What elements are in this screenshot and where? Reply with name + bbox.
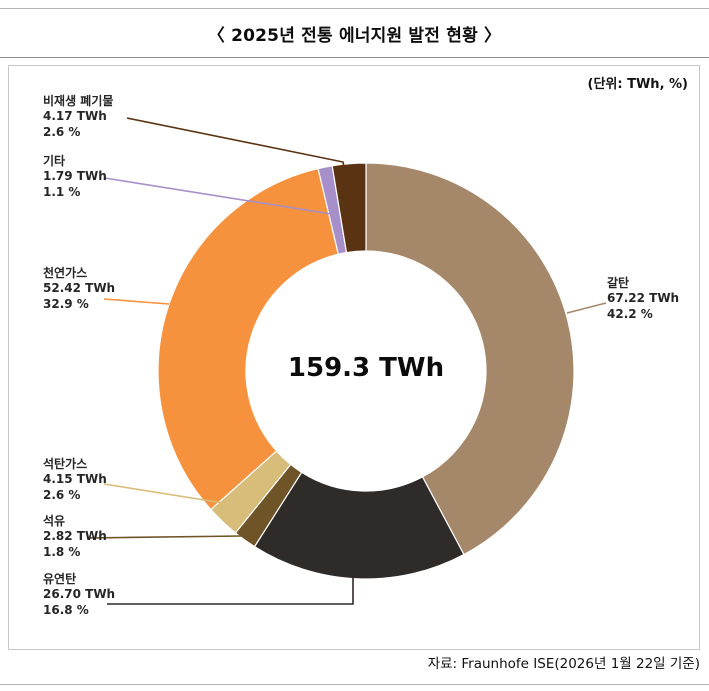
callout-percent: 2.6 % (43, 487, 81, 502)
leader-line-4 (103, 298, 170, 305)
callout-value: 4.17 TWh (43, 109, 107, 124)
callout-percent: 1.8 % (43, 544, 81, 559)
callout-oil: 석유 2.82 TWh 1.8 % (43, 514, 107, 560)
page-title: 〈 2025년 전통 에너지원 발전 현황 〉 (207, 25, 502, 46)
callout-name: 석유 (43, 514, 66, 528)
leader-line-0 (566, 302, 607, 314)
callout-nonrenewable-waste: 비재생 폐기물 4.17 TWh 2.6 % (43, 94, 113, 140)
callout-other: 기타 1.79 TWh 1.1 % (43, 154, 107, 200)
callout-name: 갈탄 (607, 276, 630, 290)
callout-name: 석탄가스 (43, 457, 88, 471)
chart-panel: (단위: TWh, %) 159.3 TWh 비재생 폐기물 4.17 TWh … (8, 65, 700, 650)
leader-line-1 (107, 564, 354, 605)
donut-chart (86, 117, 607, 605)
callout-coal-gas: 석탄가스 4.15 TWh 2.6 % (43, 457, 107, 503)
callout-value: 1.79 TWh (43, 169, 107, 184)
callout-natural-gas: 천연가스 52.42 TWh 32.9 % (43, 266, 115, 312)
donut-segment-0 (365, 162, 575, 556)
unit-label: (단위: TWh, %) (587, 77, 688, 92)
callout-percent: 1.1 % (43, 184, 81, 199)
callout-percent: 16.8 % (43, 602, 89, 617)
callout-value: 67.22 TWh (607, 291, 680, 306)
leader-line-5 (104, 177, 332, 215)
callout-percent: 32.9 % (43, 296, 89, 311)
bottom-divider (0, 684, 709, 685)
callout-name: 유연탄 (43, 572, 77, 586)
callout-name: 천연가스 (43, 266, 88, 280)
leader-line-2 (86, 535, 243, 539)
callout-bituminous-coal: 유연탄 26.70 TWh 16.8 % (43, 572, 115, 618)
callout-value: 26.70 TWh (43, 587, 116, 602)
callout-name: 기타 (43, 154, 66, 168)
callout-name: 비재생 폐기물 (43, 94, 114, 108)
title-band: 〈 2025년 전통 에너지원 발전 현황 〉 (0, 8, 709, 58)
callout-lignite: 갈탄 67.22 TWh 42.2 % (607, 276, 679, 322)
callout-value: 52.42 TWh (43, 281, 116, 296)
leader-line-6 (126, 117, 354, 215)
leader-line-3 (103, 483, 224, 504)
callout-percent: 2.6 % (43, 124, 81, 139)
donut-segment-1 (253, 471, 465, 580)
callout-value: 4.15 TWh (43, 472, 107, 487)
callout-percent: 42.2 % (607, 306, 653, 321)
donut-center-total: 159.3 TWh (287, 353, 445, 383)
source-caption: 자료: Fraunhofe ISE(2026년 1월 22일 기준) (427, 656, 700, 672)
donut-segment-4 (157, 167, 340, 511)
callout-value: 2.82 TWh (43, 529, 107, 544)
